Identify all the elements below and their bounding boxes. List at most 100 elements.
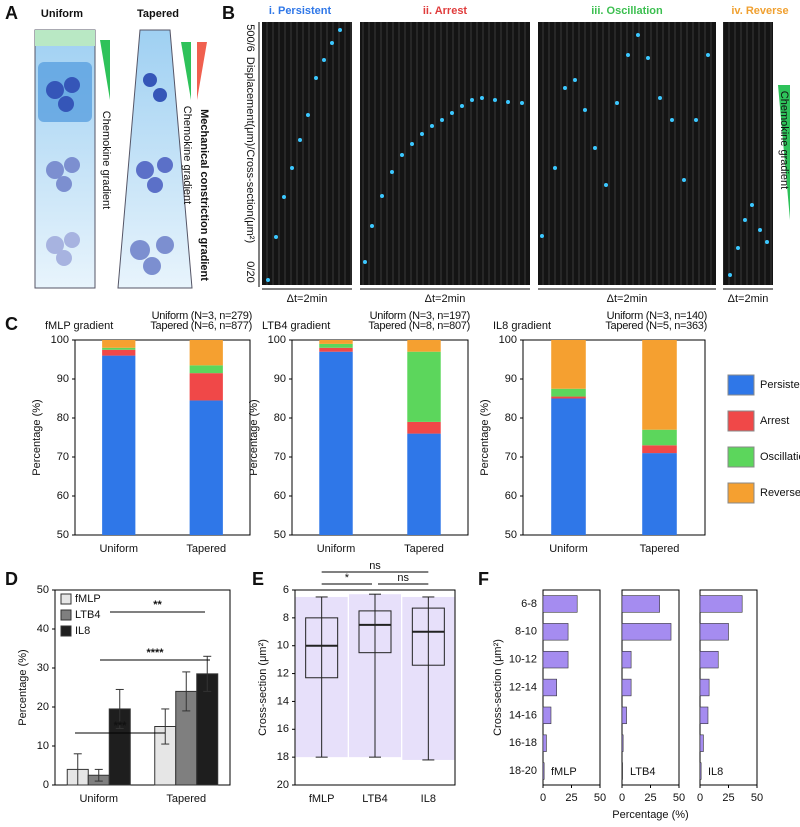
time-label: Δt=2min: [287, 293, 328, 305]
y-tick-label: 90: [274, 373, 286, 385]
bar-segment: [189, 365, 223, 374]
y-tick-label: 12: [277, 667, 289, 679]
gradient-wedge: [181, 42, 191, 100]
bar-segment: [189, 400, 223, 535]
nucleus: [64, 77, 80, 93]
x-tick-label: Uniform: [549, 543, 588, 555]
x-tick-label: 25: [722, 792, 734, 804]
bar: [621, 595, 660, 613]
x-tick-label: IL8: [421, 793, 436, 805]
legend-label: LTB4: [75, 609, 100, 621]
bar-segment: [642, 453, 677, 535]
bar: [542, 595, 578, 613]
y-tick-label: 14: [277, 695, 289, 707]
significance-label: ***: [114, 720, 128, 732]
kymo-title: iii. Oscillation: [591, 5, 663, 17]
significance-label: **: [153, 599, 162, 611]
bar-segment: [319, 340, 353, 344]
bar: [699, 734, 704, 752]
y-tick-label: 60: [274, 490, 286, 502]
bar-segment: [407, 421, 441, 434]
x-tick-label: 50: [673, 792, 685, 804]
panel-label: B: [222, 3, 235, 23]
y-tick-label: 10: [37, 740, 49, 752]
y-tick-label: 18: [277, 751, 289, 763]
bar-segment: [102, 349, 136, 356]
box: [411, 607, 445, 666]
kymo-ylabel: Displacement(μm)/Cross-section(μm²): [244, 57, 256, 243]
bar: [699, 762, 702, 780]
bar: [542, 650, 569, 669]
bar-segment: [319, 347, 353, 352]
y-tick-label: 30: [37, 662, 49, 674]
panel-series-label: IL8: [708, 766, 723, 778]
panel-label: C: [5, 314, 18, 334]
bar-segment: [407, 351, 441, 422]
x-tick-label: Uniform: [317, 543, 356, 555]
chart-note: Uniform (N=3, n=197): [370, 310, 470, 322]
y-tick-label: 40: [37, 623, 49, 635]
bar-segment: [407, 433, 441, 535]
y-tick-label: 70: [57, 451, 69, 463]
bar: [621, 623, 672, 641]
nucleus: [58, 96, 74, 112]
legend-label: Persistent: [760, 379, 800, 391]
y-tick-label: 100: [51, 334, 69, 346]
gradient-wedge: [197, 42, 207, 100]
significance-label: ****: [146, 647, 164, 659]
legend-label: Oscillation: [760, 451, 800, 463]
kymograph: [538, 22, 716, 285]
plot-frame: [54, 589, 231, 786]
bar-segment: [407, 340, 441, 352]
bar: [621, 762, 623, 780]
legend-swatch: [60, 625, 72, 637]
time-label: Δt=2min: [728, 293, 769, 305]
x-tick-label: fMLP: [309, 793, 335, 805]
x-tick-label: Tapered: [640, 543, 680, 555]
y-axis-label: Cross-section (μm²): [492, 639, 504, 736]
nucleus: [56, 176, 72, 192]
bar: [699, 678, 710, 697]
nucleus: [130, 240, 150, 260]
panel-series-label: LTB4: [630, 766, 655, 778]
x-tick-label: LTB4: [362, 793, 387, 805]
chart-note: Tapered (N=5, n=363): [605, 320, 707, 332]
bar: [621, 678, 632, 697]
y-tick-label: 10: [277, 640, 289, 652]
plot-frame: [74, 339, 251, 536]
legend-swatch: [727, 446, 755, 468]
chart-title: fMLP gradient: [45, 320, 113, 332]
bar-segment: [189, 373, 223, 401]
y-tick-label: 12-14: [509, 681, 537, 693]
chart-note: Tapered (N=8, n=807): [368, 320, 470, 332]
x-tick-label: Tapered: [186, 543, 226, 555]
nucleus: [64, 232, 80, 248]
legend-swatch: [727, 410, 755, 432]
panel-series-label: fMLP: [551, 766, 577, 778]
kymo-title: ii. Arrest: [423, 5, 468, 17]
kymo-ybottom: 0/20: [244, 261, 256, 282]
y-tick-label: 6: [283, 584, 289, 596]
kymo-title: i. Persistent: [269, 5, 332, 17]
bar: [621, 734, 624, 752]
panel-label: A: [5, 3, 18, 23]
bar-segment: [642, 340, 677, 430]
y-tick-label: 80: [57, 412, 69, 424]
nucleus: [46, 236, 64, 254]
schematic-label: Chemokine gradient: [181, 106, 193, 204]
kymograph: [360, 22, 530, 285]
schematic-title: Uniform: [41, 8, 83, 20]
schematic-label: Chemokine gradient: [100, 111, 112, 209]
bar: [542, 706, 552, 725]
nucleus: [156, 236, 174, 254]
gradient-wedge: [100, 40, 110, 100]
kymographs: Displacement(μm)/Cross-section(μm²) 500/…: [244, 5, 790, 305]
box: [305, 617, 339, 679]
legend-label: Arrest: [760, 415, 789, 427]
y-axis-label: Percentage (%): [479, 399, 491, 475]
y-tick-label: 70: [505, 451, 517, 463]
x-tick-label: 0: [619, 792, 625, 804]
nucleus: [46, 161, 64, 179]
kymo-ytop: 500/6: [244, 24, 256, 52]
